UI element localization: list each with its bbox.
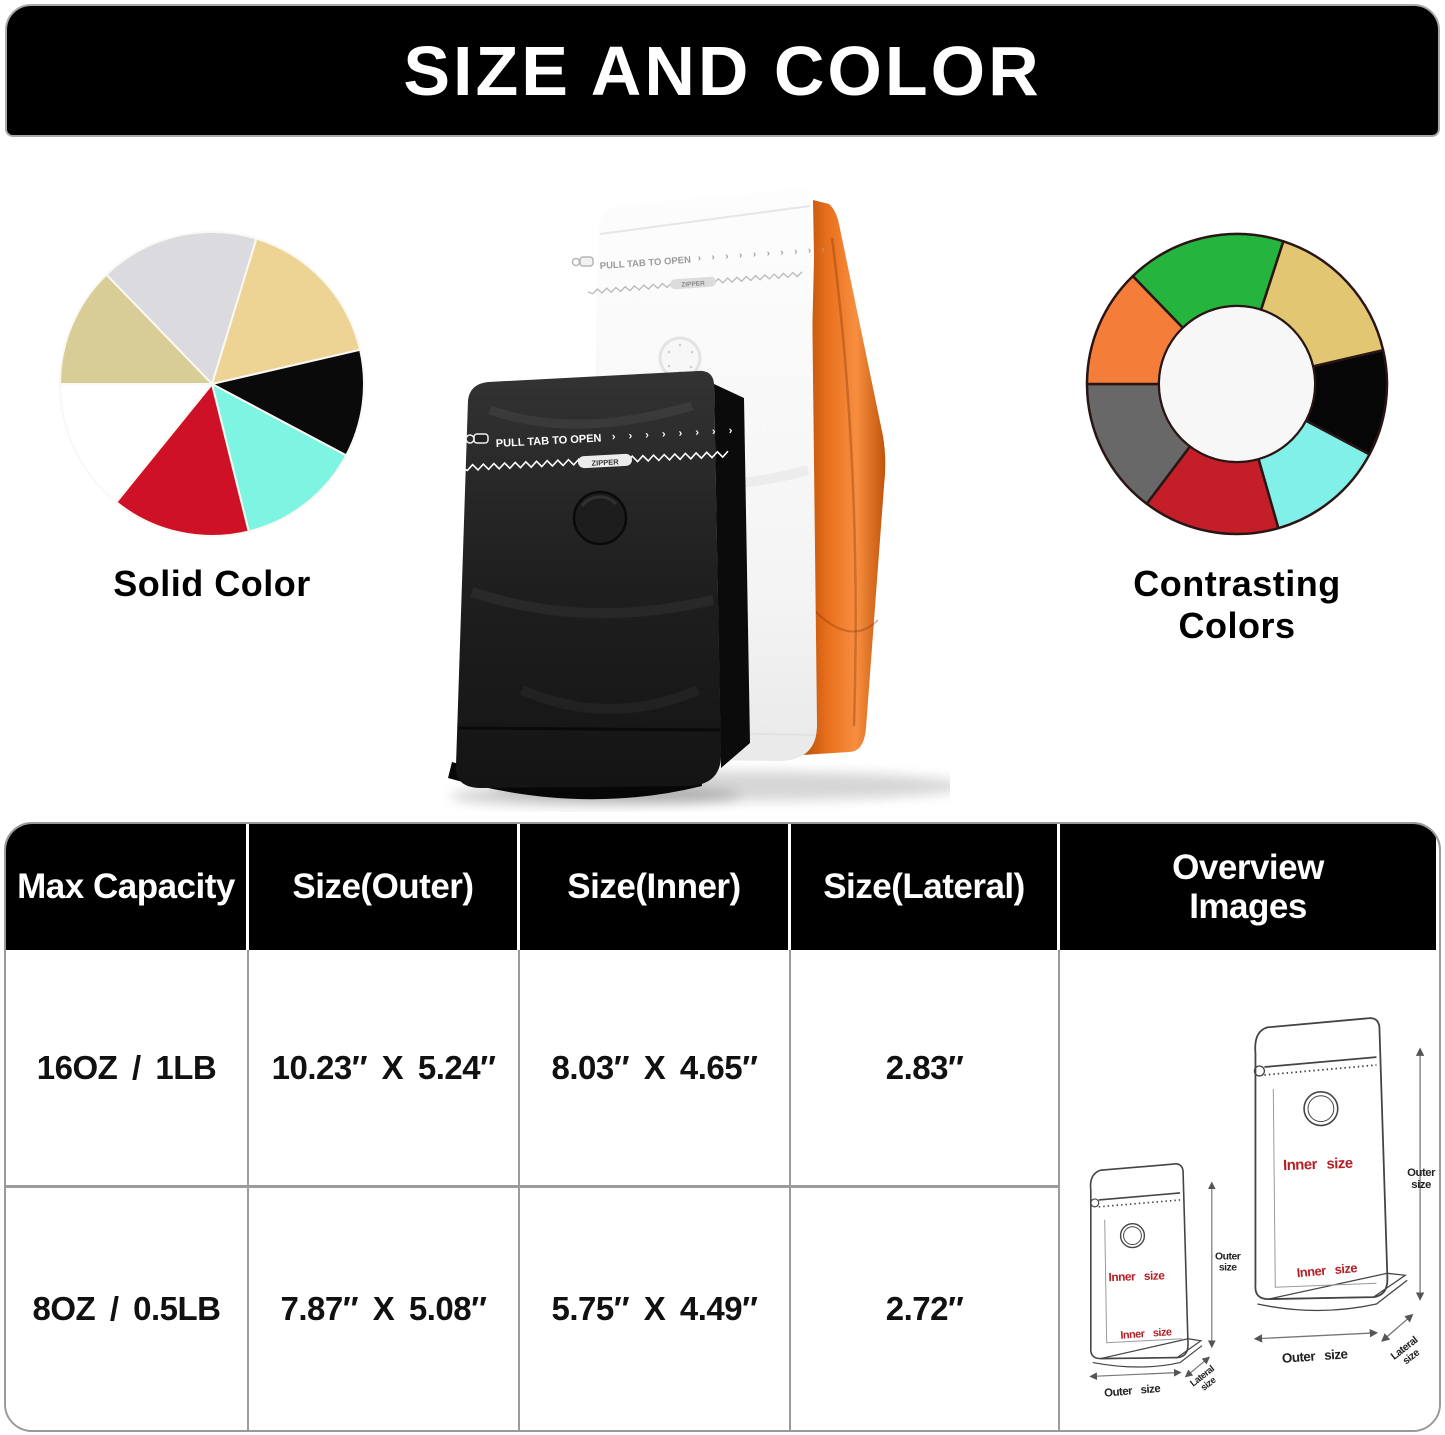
- title-banner: SIZE AND COLOR: [5, 4, 1440, 137]
- donut-hole: [1158, 305, 1316, 463]
- color-segment-khaki: [59, 273, 213, 385]
- col-header-size-outer: Size(Outer): [249, 824, 520, 950]
- overview-size-diagram: Inner size Inner size Outer size Outer si…: [1089, 1017, 1437, 1400]
- lateral-size-label: Lateralsize: [1389, 1335, 1427, 1372]
- col-header-overview-images: Overview Images: [1060, 824, 1439, 950]
- outer-size-label: Outer size: [1215, 1251, 1241, 1273]
- large-bag-diagram: [1253, 1017, 1425, 1343]
- pull-tab-text: PULL TAB TO OPEN: [496, 432, 602, 450]
- cell-outer-16oz: 10.23″ X 5.24″: [249, 950, 520, 1188]
- outer-size-label: Outer size: [1281, 1346, 1348, 1366]
- color-segment-red: [115, 383, 250, 537]
- cell-lateral-8oz: 2.72″: [791, 1188, 1060, 1430]
- inner-size-label: Inner size: [1283, 1156, 1353, 1174]
- color-segment-black: [211, 348, 365, 457]
- solid-color-wheel: Solid Color: [57, 229, 367, 605]
- page-title: SIZE AND COLOR: [403, 31, 1042, 110]
- contrasting-colors-label: Contrasting Colors: [1133, 563, 1341, 646]
- color-segment-gold: [211, 237, 362, 385]
- size-table: Max Capacity Size(Outer) Size(Inner) Siz…: [4, 822, 1441, 1432]
- cell-capacity-16oz: 16OZ / 1LB: [6, 950, 249, 1188]
- contrasting-colors-donut-chart: [1085, 232, 1389, 536]
- black-bag-zipper: PULL TAB TO OPEN › › › › › › › › › › ZIP…: [461, 423, 771, 472]
- col-header-max-capacity: Max Capacity: [6, 824, 249, 950]
- zipper-text: ZIPPER: [681, 280, 705, 289]
- inner-size-label: Inner size: [1108, 1268, 1165, 1284]
- outer-size-label: Outer size: [1407, 1167, 1436, 1191]
- color-segment-white: [59, 383, 213, 504]
- coffee-bags-photo: PULL TAB TO OPEN › › › › › › › › › › ZIP…: [448, 188, 968, 806]
- color-segment-aqua: [211, 383, 348, 533]
- inner-size-label: Inner size: [1120, 1326, 1172, 1342]
- black-bag: PULL TAB TO OPEN › › › › › › › › › › ZIP…: [448, 370, 771, 800]
- cell-inner-16oz: 8.03″ X 4.65″: [520, 950, 791, 1188]
- col-header-size-lateral: Size(Lateral): [791, 824, 1060, 950]
- product-bags-image: PULL TAB TO OPEN › › › › › › › › › › ZIP…: [430, 168, 968, 812]
- lateral-size-label: Lateralsize: [1188, 1363, 1222, 1396]
- cell-lateral-16oz: 2.83″: [791, 950, 1060, 1188]
- color-segment-light-gray: [105, 231, 258, 385]
- cell-capacity-8oz: 8OZ / 0.5LB: [6, 1188, 249, 1430]
- cell-inner-8oz: 5.75″ X 4.49″: [520, 1188, 791, 1430]
- overview-images-cell: Inner size Inner size Outer size Outer si…: [1060, 950, 1439, 1430]
- black-bag-valve: [572, 490, 628, 546]
- solid-color-pie-chart: [59, 231, 365, 537]
- zipper-text: ZIPPER: [591, 457, 619, 467]
- outer-size-label: Outer size: [1104, 1383, 1161, 1400]
- contrasting-colors-wheel: Contrasting Colors: [1082, 229, 1392, 647]
- inner-size-label: Inner size: [1296, 1260, 1358, 1280]
- small-bag-diagram: [1089, 1163, 1216, 1381]
- col-header-size-inner: Size(Inner): [520, 824, 791, 950]
- cell-outer-8oz: 7.87″ X 5.08″: [249, 1188, 520, 1430]
- solid-color-label: Solid Color: [113, 563, 311, 604]
